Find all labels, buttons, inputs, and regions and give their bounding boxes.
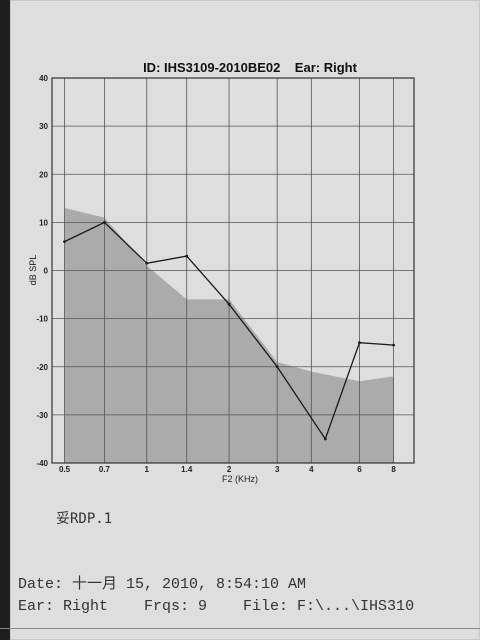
x-tick-label: 8 <box>391 465 396 474</box>
chart-title: ID: IHS3109-2010BE02 Ear: Right <box>143 60 357 75</box>
dpoae-point <box>392 343 396 347</box>
x-tick-label: 0.7 <box>99 465 111 474</box>
x-tick-label: 1.4 <box>181 465 193 474</box>
footer-date: Date: 十一月 15, 2010, 8:54:10 AM <box>18 576 307 593</box>
dpoae-point <box>145 261 149 265</box>
dpoae-point <box>103 220 106 224</box>
dpoae-point <box>227 302 231 306</box>
divider-line <box>0 628 480 629</box>
y-tick-label: 40 <box>39 74 48 83</box>
y-tick-label: 30 <box>39 122 48 131</box>
y-tick-label: 0 <box>44 267 49 276</box>
dpoae-point <box>323 437 327 441</box>
handwritten-note: 妥RDP.1 <box>56 511 113 527</box>
y-tick-label: -30 <box>36 411 48 420</box>
dpoae-point <box>63 240 66 244</box>
y-tick-label: 20 <box>39 170 48 179</box>
x-tick-label: 4 <box>309 465 314 474</box>
dpoae-point <box>185 254 189 258</box>
y-tick-label: 10 <box>39 218 48 227</box>
x-axis-label: F2 (KHz) <box>222 474 258 484</box>
x-tick-label: 3 <box>275 465 280 474</box>
x-tick-label: 2 <box>227 465 232 474</box>
x-tick-label: 0.5 <box>59 465 71 474</box>
dpoae-point <box>358 341 361 345</box>
x-tick-label: 6 <box>357 465 362 474</box>
y-axis-label: dB SPL <box>28 255 38 286</box>
y-tick-label: -40 <box>36 459 48 468</box>
plot-frame <box>51 77 415 464</box>
y-tick-label: -10 <box>36 315 48 324</box>
x-tick-label: 1 <box>145 465 150 474</box>
y-tick-label: -20 <box>36 363 48 372</box>
footer-ear-info: Ear: Right Frqs: 9 File: F:\...\IHS310 <box>18 598 415 615</box>
dpoae-point <box>275 365 279 369</box>
